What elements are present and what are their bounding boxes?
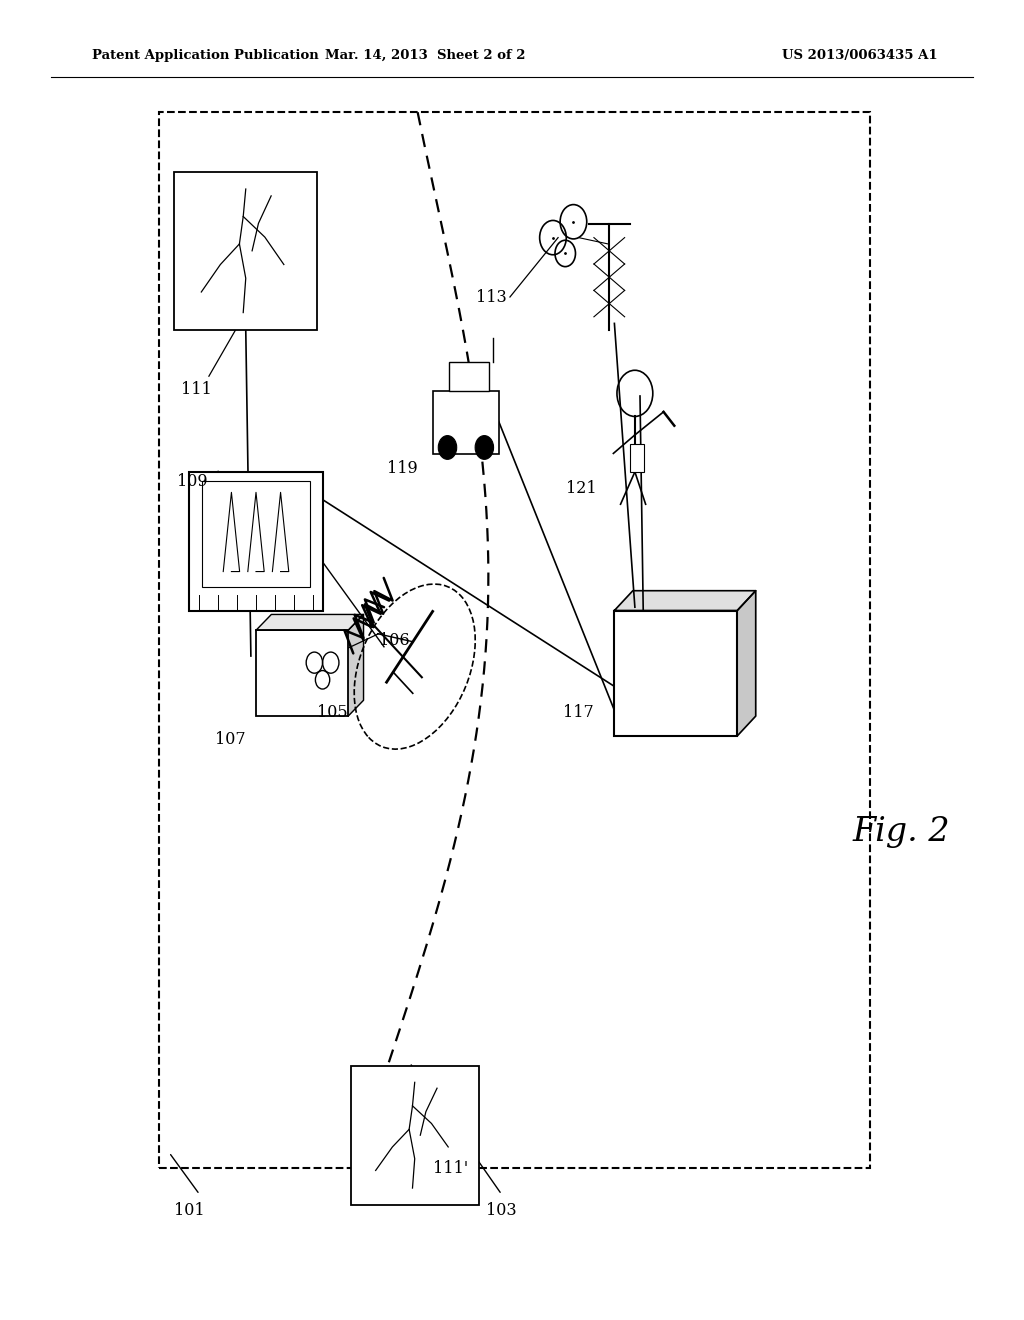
Bar: [614, 610, 737, 737]
Text: 117: 117: [563, 705, 594, 721]
Polygon shape: [256, 615, 364, 631]
Circle shape: [475, 436, 494, 459]
Polygon shape: [737, 591, 756, 737]
Text: 109: 109: [177, 474, 208, 490]
Bar: [189, 473, 323, 610]
Text: 111': 111': [433, 1160, 468, 1176]
Text: 111: 111: [181, 381, 212, 397]
Bar: [432, 391, 500, 454]
Text: 101: 101: [174, 1203, 205, 1218]
Bar: [630, 444, 644, 471]
Bar: [174, 172, 317, 330]
Text: Patent Application Publication: Patent Application Publication: [92, 49, 318, 62]
Polygon shape: [348, 615, 364, 715]
Bar: [159, 112, 870, 1168]
Text: 107: 107: [215, 731, 246, 747]
Text: 106: 106: [379, 632, 410, 648]
Text: 119: 119: [387, 461, 418, 477]
Text: US 2013/0063435 A1: US 2013/0063435 A1: [782, 49, 938, 62]
Circle shape: [438, 436, 457, 459]
Bar: [350, 1067, 479, 1204]
Text: Fig. 2: Fig. 2: [852, 816, 950, 847]
Text: 105: 105: [317, 705, 348, 721]
Polygon shape: [614, 591, 756, 610]
Bar: [450, 362, 489, 391]
Text: 103: 103: [486, 1203, 517, 1218]
Text: 113: 113: [476, 289, 507, 305]
Text: 121: 121: [566, 480, 597, 496]
Text: Mar. 14, 2013  Sheet 2 of 2: Mar. 14, 2013 Sheet 2 of 2: [325, 49, 525, 62]
Bar: [256, 631, 348, 715]
Bar: [202, 482, 310, 586]
